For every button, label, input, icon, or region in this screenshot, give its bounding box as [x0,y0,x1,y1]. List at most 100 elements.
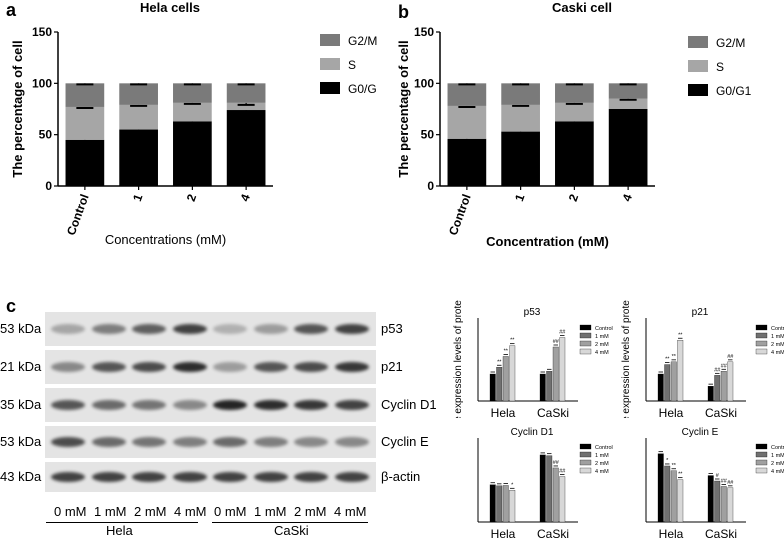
panel-label-c: c [6,296,17,316]
bar-g0-g1 [555,121,594,186]
y-axis-label: The percentage of cell [10,40,25,177]
blot-strip [45,312,376,346]
bar-s [226,102,266,111]
y-tick-label: 0 [45,179,52,193]
blot-strip [45,426,376,458]
protein-label: Cyclin E [381,434,429,449]
x-tick-label: 2 [566,192,582,203]
group-label: Hela [106,523,133,538]
bar-control [539,373,546,402]
blot-band [132,472,166,482]
bar-1-mm [496,367,503,402]
lane-label: 1 mM [254,504,287,519]
legend-swatch [755,459,768,466]
significance-mark: ** [665,357,670,363]
bar-s [173,102,212,122]
protein-label: p21 [381,359,403,374]
x-tick-label: 4 [620,192,636,203]
legend-label: G0/G1 [716,84,752,98]
bar-4-mm [559,476,566,523]
legend-swatch [320,82,340,94]
bar-4-mm [509,490,516,523]
significance-mark: ## [559,330,566,336]
blot-band [213,324,247,334]
bar-g2-m [555,83,594,103]
significance-mark: ## [714,367,721,373]
kda-label: 53 kDa [0,321,42,336]
group-label: Hela [491,406,516,418]
lane-label: 2 mM [134,504,167,519]
panel-label-a: a [6,0,17,20]
bar-g0-g1 [447,138,487,186]
bar-control [707,475,714,523]
y-tick-label: 50 [421,128,435,142]
chart-title: p53 [524,307,541,318]
legend-label: G2/M [716,36,745,50]
bar-s [65,106,105,140]
bar-1-mm [664,465,671,523]
legend-swatch [755,443,768,450]
y-tick-label: 150 [414,25,434,39]
blot-band [132,324,166,334]
bar-control [707,386,714,402]
bar-4-mm [677,340,684,402]
significance-mark: ## [721,363,728,369]
x-tick-label: 2 [184,192,200,203]
legend-swatch [579,459,592,466]
blot-strip [45,462,376,492]
group-label: CaSki [537,406,569,418]
bar-4-mm [677,479,684,523]
bar-g2-m [119,83,158,105]
blot-band [334,437,369,447]
blot-band [51,324,85,334]
bar-g0-g1 [608,109,648,186]
legend-label: S [348,58,356,72]
blot-band [334,324,369,334]
bar-s [608,98,648,109]
significance-mark: * [666,458,669,464]
lane-label: 2 mM [294,504,327,519]
significance-mark: ## [553,339,560,345]
group-label: Hela [491,527,516,540]
legend-label: Control [595,445,613,451]
lane-label: 0 mM [54,504,87,519]
significance-mark: ## [727,480,734,486]
blot-band [91,400,126,410]
legend-label: 1 mM [771,334,784,340]
significance-mark: ** [510,338,515,344]
x-tick-label: Control [64,192,92,237]
group-label: CaSki [274,523,309,538]
legend-label: 2 mM [595,342,609,348]
blot-band [172,362,207,372]
significance-mark: ** [672,354,677,360]
lane-label: 4 mM [334,504,367,519]
legend-label: Control [771,445,784,451]
blot-band [253,437,288,447]
legend-swatch [755,348,768,355]
significance-mark: ** [678,332,683,338]
panel-label-b: b [398,2,409,22]
chart-title: Cyclin D1 [511,427,554,438]
bar-g2-m [65,83,105,107]
bar-s [555,102,594,122]
legend-label: Control [771,326,784,332]
x-tick-label: 1 [130,192,146,203]
legend-swatch [579,443,592,450]
legend-label: G0/G [348,82,377,96]
blot-band [334,472,369,482]
bar-control [489,484,496,523]
legend-swatch [579,348,592,355]
group-label: CaSki [705,527,737,540]
legend-swatch [688,84,708,96]
significance-mark: # [716,473,720,479]
legend-label: 4 mM [595,350,609,356]
bar-g2-m [447,83,487,106]
bar-g0-g [173,121,212,186]
bar-g2-m [226,83,266,103]
blot-band [132,400,166,410]
blot-band [253,362,288,372]
y-tick-label: 100 [32,76,52,90]
blot-band [91,324,126,334]
blot-band [334,362,369,372]
